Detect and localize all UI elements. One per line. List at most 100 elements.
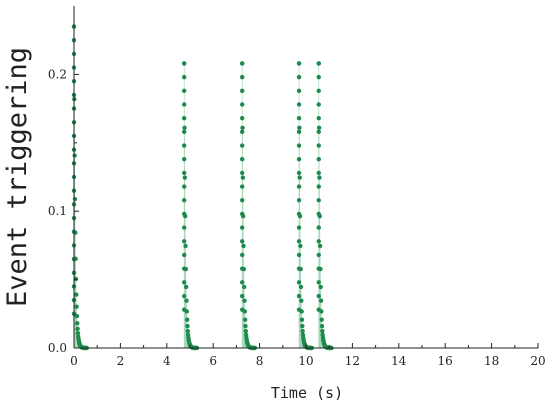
- data-point: [75, 321, 80, 326]
- x-tick-label: 12: [345, 354, 360, 368]
- data-point: [296, 157, 302, 162]
- data-point: [182, 175, 188, 180]
- data-point: [185, 328, 190, 334]
- data-point: [240, 74, 245, 80]
- data-point: [240, 175, 246, 180]
- data-point: [243, 328, 248, 334]
- data-point: [316, 74, 321, 80]
- data-point: [317, 243, 323, 249]
- x-tick-label: 14: [391, 354, 407, 368]
- data-point: [240, 239, 245, 244]
- data-point: [316, 143, 321, 148]
- data-point: [296, 115, 302, 121]
- x-tick-label: 6: [209, 354, 217, 368]
- data-point: [184, 309, 190, 314]
- data-point: [298, 266, 303, 272]
- data-point: [182, 102, 187, 107]
- data-point: [318, 266, 323, 272]
- x-tick-label: 2: [117, 354, 125, 368]
- data-point: [72, 153, 77, 158]
- data-point: [182, 143, 187, 148]
- data-point: [319, 323, 325, 329]
- data-point: [240, 170, 245, 176]
- data-point: [296, 129, 302, 135]
- data-point: [185, 323, 190, 329]
- data-point: [240, 61, 245, 66]
- data-point: [182, 213, 188, 219]
- x-tick-label: 16: [438, 354, 453, 368]
- data-point: [318, 284, 323, 290]
- data-point: [316, 280, 321, 285]
- data-point: [300, 328, 305, 334]
- y-tick-label: 0.0: [48, 341, 67, 355]
- x-axis-title: Time (s): [271, 384, 343, 402]
- data-point: [182, 170, 187, 176]
- data-point: [298, 243, 303, 249]
- data-point: [73, 256, 78, 261]
- data-point: [184, 317, 190, 322]
- data-point: [182, 252, 187, 258]
- data-point: [316, 61, 321, 66]
- data-point: [316, 88, 321, 94]
- data-point: [240, 129, 245, 135]
- data-point: [182, 293, 187, 299]
- data-point: [316, 102, 321, 107]
- data-point: [299, 317, 305, 322]
- data-point: [318, 298, 324, 303]
- data-point: [316, 125, 322, 131]
- data-point: [296, 74, 302, 80]
- x-tick-label: 0: [70, 354, 78, 368]
- data-point: [183, 243, 188, 249]
- stem-lines: [73, 26, 332, 348]
- data-point: [182, 239, 187, 244]
- x-tick-label: 8: [256, 354, 264, 368]
- data-point: [296, 293, 302, 299]
- data-point: [72, 196, 78, 202]
- data-point: [75, 326, 80, 332]
- data-point: [240, 143, 245, 148]
- data-point: [319, 317, 324, 322]
- data-point: [243, 323, 248, 329]
- data-point: [75, 330, 81, 336]
- data-point: [299, 298, 304, 303]
- data-point: [242, 317, 248, 322]
- data-point: [74, 304, 79, 309]
- y-axis-title: Event triggering: [2, 47, 33, 307]
- data-point: [240, 157, 245, 162]
- data-point: [182, 157, 187, 162]
- data-point: [319, 309, 324, 314]
- data-point: [182, 74, 187, 80]
- data-point: [316, 184, 321, 189]
- data-point: [316, 129, 321, 135]
- data-point: [240, 252, 245, 258]
- data-point: [296, 184, 302, 189]
- data-point: [182, 184, 187, 189]
- data-point: [182, 225, 187, 230]
- x-tick-label: 4: [163, 354, 171, 368]
- data-point: [241, 266, 247, 272]
- data-point: [317, 175, 322, 180]
- y-ticks: 0.0 0.1 0.2: [48, 67, 79, 355]
- data-point: [182, 198, 187, 203]
- data-point: [182, 125, 187, 131]
- y-tick-label: 0.2: [48, 67, 67, 81]
- data-point: [240, 125, 245, 131]
- data-point: [241, 284, 247, 290]
- x-tick-label: 18: [484, 354, 499, 368]
- data-point: [241, 243, 246, 249]
- data-point: [182, 129, 187, 135]
- data-point: [182, 88, 187, 94]
- data-point: [297, 125, 302, 131]
- y-tick-label: 0.1: [48, 204, 67, 218]
- data-point: [296, 61, 302, 66]
- data-point: [296, 88, 302, 94]
- data-point: [183, 284, 189, 290]
- data-point: [242, 298, 247, 303]
- data-point: [240, 225, 245, 230]
- data-point: [74, 292, 79, 297]
- x-tick-label: 10: [298, 354, 313, 368]
- data-point: [296, 198, 302, 203]
- data-point: [316, 170, 321, 176]
- data-point: [296, 102, 302, 107]
